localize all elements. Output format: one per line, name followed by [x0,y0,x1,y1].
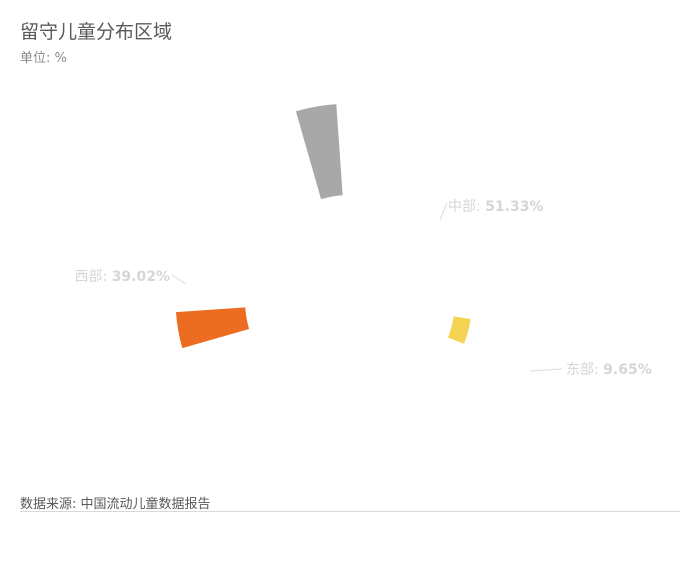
slice-label: 中部: 51.33% [448,199,543,215]
baseline-divider [20,511,680,512]
slice-label-name: 东部: [566,362,603,378]
slice-label-name: 中部: [448,199,485,215]
slice-label: 东部: 9.65% [566,362,652,378]
chart-subtitle: 单位: % [20,51,67,66]
slice-label: 西部: 39.02% [75,269,170,285]
label-leader-line [439,202,448,221]
label-leader-line [171,274,187,285]
label-leader-line [529,368,563,372]
chart-title: 留守儿童分布区域 [20,21,173,43]
slice-label-value: 51.33% [485,199,543,215]
data-source: 数据来源: 中国流动儿童数据报告 [20,497,211,512]
slice-label-name: 西部: [75,269,112,285]
rose-slice-1[interactable] [448,316,471,344]
slice-label-value: 39.02% [112,269,170,285]
rose-slice-2[interactable] [175,307,250,349]
slice-label-value: 9.65% [603,362,652,378]
rose-slice-0[interactable] [295,104,343,200]
